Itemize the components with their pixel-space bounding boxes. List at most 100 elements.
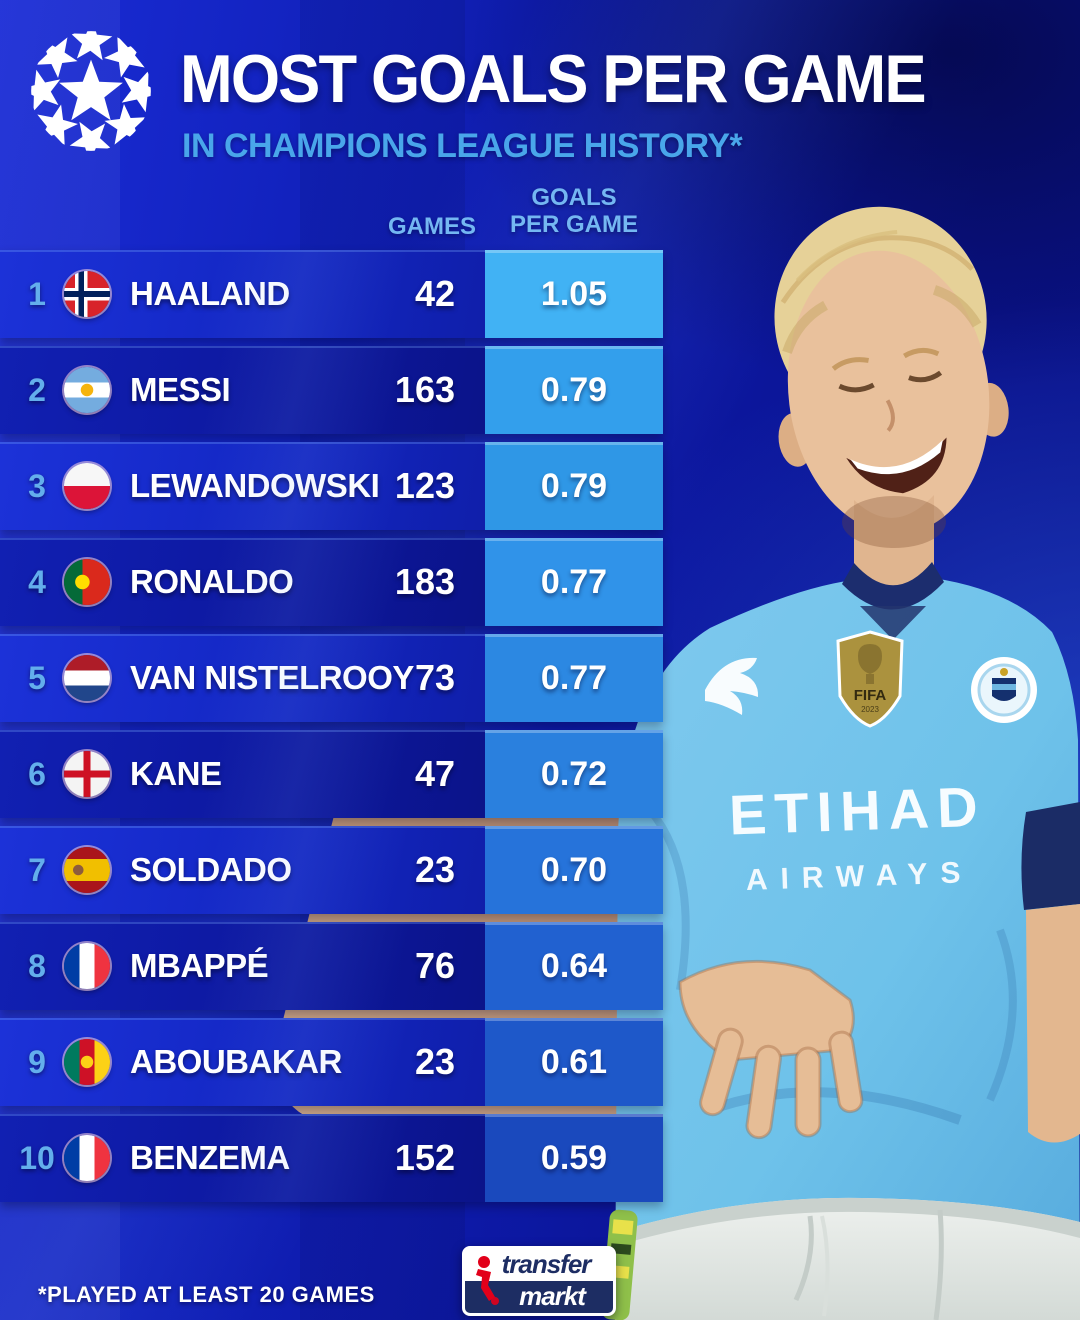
- svg-text:2023: 2023: [861, 705, 879, 714]
- games-value: 42: [414, 273, 455, 314]
- rank-label: 7: [28, 851, 46, 888]
- white-shorts: [615, 1197, 1080, 1320]
- sleeve-cuff: [1021, 802, 1080, 910]
- player-name: VAN NISTELROOY: [130, 659, 414, 696]
- eye: [908, 370, 943, 383]
- collar: [842, 562, 944, 610]
- table-row: 2 MESSI 163 0.79: [0, 346, 663, 434]
- rank-label: 3: [28, 467, 46, 504]
- games-value: 47: [414, 753, 455, 794]
- games-value: 23: [414, 849, 455, 890]
- page-subtitle: IN CHAMPIONS LEAGUE HISTORY*: [182, 127, 743, 165]
- player-name: MBAPPÉ: [130, 947, 269, 984]
- gpg-header-line1: GOALS: [531, 184, 617, 211]
- gpg-cell: 0.64: [485, 922, 663, 1010]
- rank-label: 6: [28, 755, 46, 792]
- games-value: 123: [394, 465, 455, 506]
- games-value: 73: [414, 657, 455, 698]
- smiling-mouth: [846, 437, 947, 494]
- right-hand: [678, 959, 864, 1140]
- column-header-goals-per-game: GOALS PER GAME: [484, 184, 664, 238]
- england-flag-icon: [64, 751, 110, 797]
- left-forearm: [1026, 904, 1080, 1143]
- france-flag-icon: [64, 1135, 110, 1181]
- haaland-head: [774, 206, 1009, 534]
- table-row: 5 VAN NISTELROOY 73 0.77: [0, 634, 663, 722]
- games-value: 183: [394, 561, 455, 602]
- gpg-cell: 0.70: [485, 826, 663, 914]
- city-shirt: [615, 578, 1080, 1320]
- gpg-value: 0.72: [540, 754, 608, 793]
- table-row: 10 BENZEMA 152 0.59: [0, 1114, 663, 1202]
- table-row: 8 MBAPPÉ 76 0.64: [0, 922, 663, 1010]
- gpg-header-line2: PER GAME: [509, 211, 638, 238]
- player-name: RONALDO: [130, 563, 294, 600]
- gpg-cell: 0.72: [485, 730, 663, 818]
- netherlands-flag-icon: [64, 655, 110, 701]
- gpg-value: 0.59: [540, 1138, 608, 1177]
- fifa-club-world-champions-badge: FIFA 2023: [836, 630, 904, 728]
- player-name: MESSI: [130, 371, 231, 408]
- gpg-value: 0.64: [540, 946, 608, 985]
- column-header-games: GAMES: [387, 213, 476, 240]
- table-row: 1 HAALAND 42 1.05: [0, 250, 663, 338]
- games-value: 152: [394, 1137, 455, 1178]
- cameroon-flag-icon: [64, 1039, 110, 1085]
- spain-flag-icon: [64, 847, 110, 893]
- portugal-flag-icon: [64, 559, 110, 605]
- shirt-sponsor-airways: AIRWAYS: [745, 856, 974, 897]
- table-row: 9 ABOUBAKAR 23 0.61: [0, 1018, 663, 1106]
- gpg-value: 0.77: [540, 658, 608, 697]
- games-value: 76: [414, 945, 455, 986]
- poland-flag-icon: [64, 463, 110, 509]
- table-row: 6 KANE 47 0.72: [0, 730, 663, 818]
- rank-label: 4: [28, 563, 46, 600]
- argentina-flag-icon: [64, 367, 110, 413]
- player-name: BENZEMA: [130, 1139, 290, 1176]
- gpg-value: 0.79: [540, 466, 608, 505]
- rank-label: 1: [28, 275, 46, 312]
- table-row: 3 LEWANDOWSKI 123 0.79: [0, 442, 663, 530]
- gpg-cell: 0.59: [485, 1114, 663, 1202]
- table-row: 7 SOLDADO 23 0.70: [0, 826, 663, 914]
- gpg-value: 0.79: [540, 370, 608, 409]
- man-city-crest-icon: [971, 657, 1037, 723]
- gpg-value: 0.77: [540, 562, 608, 601]
- player-name: LEWANDOWSKI: [130, 467, 380, 504]
- rank-label: 5: [28, 659, 46, 696]
- france-flag-icon: [64, 943, 110, 989]
- games-value: 163: [394, 369, 455, 410]
- player-name: ABOUBAKAR: [130, 1043, 342, 1080]
- footnote: *PLAYED AT LEAST 20 GAMES: [38, 1282, 375, 1307]
- gpg-cell: 0.79: [485, 346, 663, 434]
- player-name: KANE: [130, 755, 222, 792]
- ucl-starball-icon: [31, 31, 151, 151]
- eye: [838, 382, 875, 393]
- gpg-cell: 0.77: [485, 538, 663, 626]
- page-title: MOST GOALS PER GAME: [180, 41, 927, 117]
- player-name: HAALAND: [130, 275, 290, 312]
- rank-label: 8: [28, 947, 46, 984]
- gpg-cell: 0.77: [485, 634, 663, 722]
- rank-label: 9: [28, 1043, 46, 1080]
- gpg-value: 0.61: [540, 1042, 608, 1081]
- rank-label: 10: [19, 1139, 55, 1176]
- player-name: SOLDADO: [130, 851, 292, 888]
- games-value: 23: [414, 1041, 455, 1082]
- gpg-cell: 0.61: [485, 1018, 663, 1106]
- transfermarkt-logo: transfer markt: [462, 1246, 616, 1316]
- norway-flag-icon: [64, 271, 110, 317]
- gpg-value: 0.70: [540, 850, 608, 889]
- table-row: 4 RONALDO 183 0.77: [0, 538, 663, 626]
- puma-logo-icon: [705, 657, 759, 715]
- svg-text:FIFA: FIFA: [854, 687, 887, 704]
- shirt-sponsor-etihad: ETIHAD: [728, 775, 986, 847]
- haaland-photo: FIFA 2023 ETIHAD AIRWAYS: [601, 206, 1080, 1320]
- gpg-value: 1.05: [540, 274, 608, 313]
- gpg-cell: 0.79: [485, 442, 663, 530]
- gpg-cell: 1.05: [485, 250, 663, 338]
- transfermarkt-wordmark-top: transfer: [465, 1249, 613, 1281]
- rank-label: 2: [28, 371, 46, 408]
- transfermarkt-player-icon: [476, 1256, 499, 1305]
